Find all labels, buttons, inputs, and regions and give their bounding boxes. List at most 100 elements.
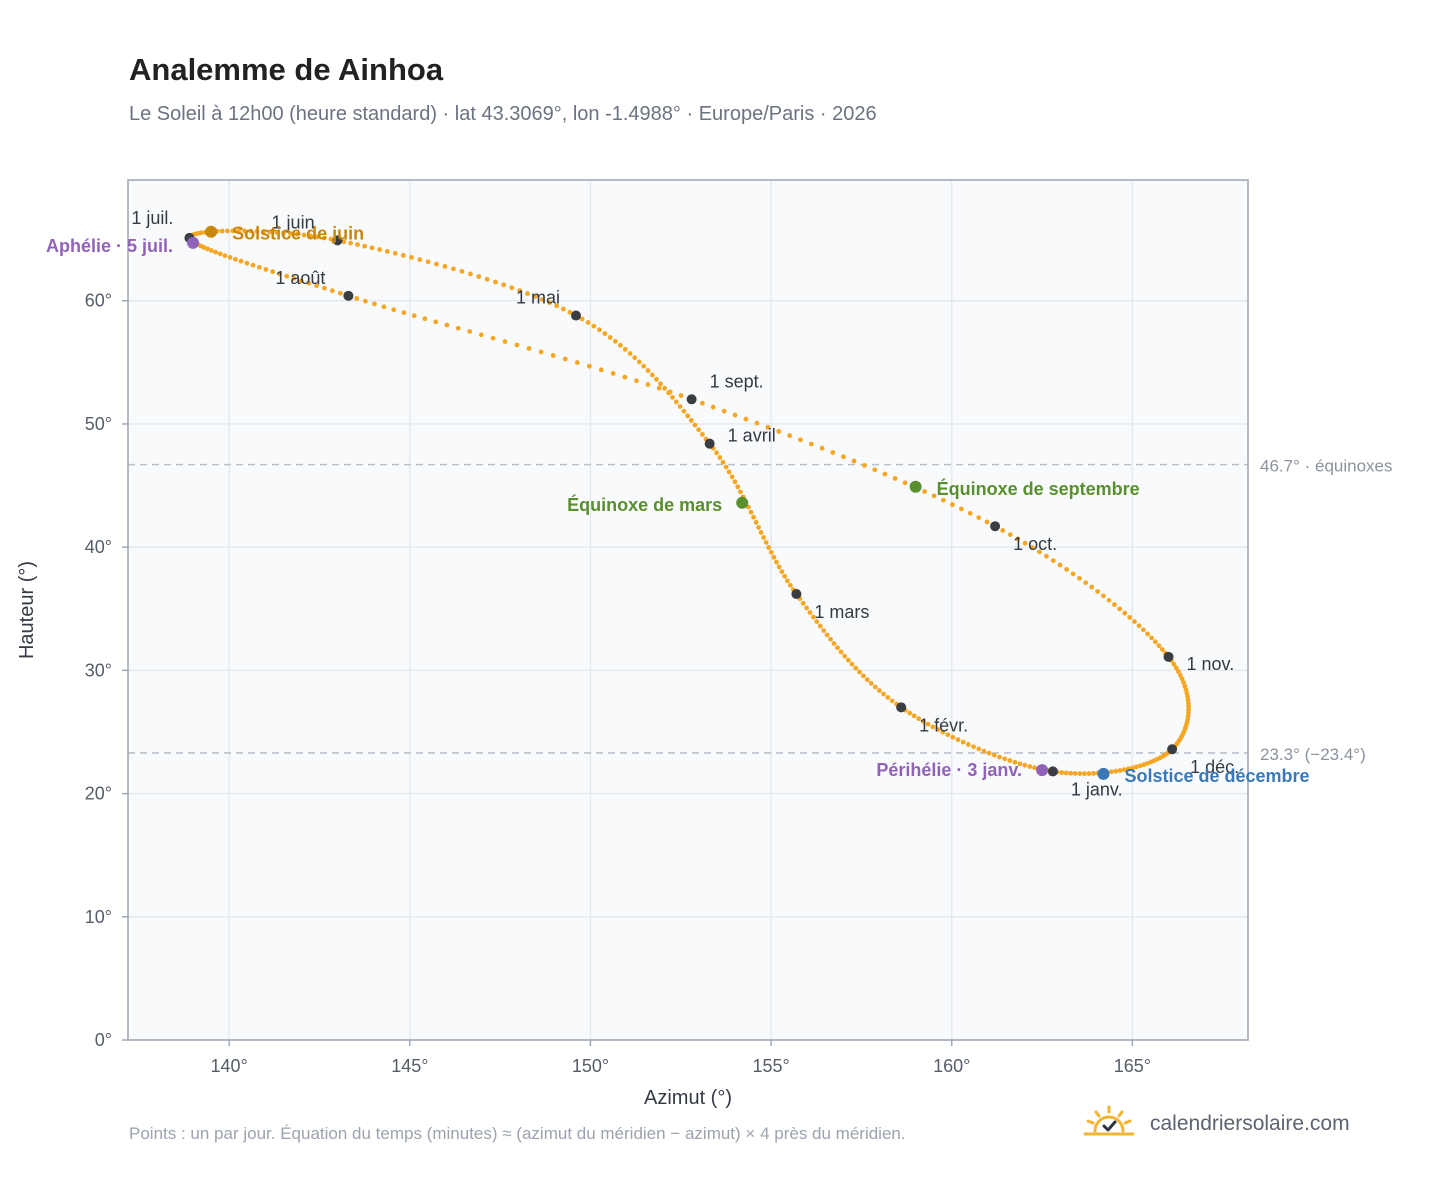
daily-sun-point	[1015, 536, 1021, 542]
daily-sun-point	[238, 258, 244, 264]
daily-sun-point	[417, 257, 423, 262]
daily-sun-point	[1050, 558, 1056, 564]
brand-name: calendriersolaire.com	[1150, 1112, 1350, 1135]
daily-sun-point	[230, 228, 236, 234]
daily-sun-point	[824, 632, 830, 638]
month-label: 1 févr.	[919, 715, 968, 735]
month-label: 1 avril	[728, 426, 776, 446]
daily-sun-point	[1002, 756, 1008, 762]
daily-sun-point	[610, 371, 616, 376]
daily-sun-point	[735, 484, 741, 490]
event-label: Périhélie · 3 janv.	[876, 760, 1022, 780]
daily-sun-point	[1082, 771, 1087, 777]
daily-sun-point	[807, 610, 813, 615]
daily-sun-point	[892, 476, 898, 481]
month-marker	[571, 310, 581, 321]
daily-sun-point	[1063, 770, 1069, 776]
month-label: 1 sept.	[710, 371, 764, 391]
daily-sun-point	[656, 385, 662, 391]
daily-sun-point	[532, 294, 538, 299]
daily-sun-point	[478, 332, 484, 338]
daily-sun-point	[205, 246, 211, 252]
daily-sun-point	[810, 614, 816, 620]
daily-sun-point	[547, 300, 553, 306]
daily-sun-point	[217, 251, 223, 257]
daily-sun-point	[607, 335, 613, 340]
event-label: Solstice de décembre	[1124, 766, 1309, 786]
y-tick-label: 0°	[95, 1030, 112, 1050]
event-label: Équinoxe de mars	[567, 494, 722, 515]
daily-sun-point	[1141, 762, 1147, 768]
event-marker	[1036, 764, 1049, 777]
daily-sun-point	[400, 252, 406, 258]
daily-sun-point	[1022, 762, 1028, 768]
daily-sun-point	[322, 235, 327, 241]
daily-sun-point	[721, 408, 727, 414]
month-label: 1 mars	[814, 602, 869, 622]
daily-sun-point	[700, 400, 705, 406]
sun-logo-icon	[1083, 1105, 1135, 1136]
daily-sun-point	[748, 509, 754, 515]
daily-sun-point	[362, 243, 368, 249]
daily-sun-point	[681, 408, 687, 414]
daily-sun-point	[907, 710, 913, 716]
event-label: Solstice de juin	[232, 224, 364, 244]
daily-sun-point	[828, 636, 833, 642]
daily-sun-point	[560, 306, 566, 312]
daily-sun-point	[1044, 553, 1049, 559]
daily-sun-point	[732, 412, 738, 418]
y-tick-label: 40°	[85, 537, 112, 557]
daily-sun-point	[451, 266, 456, 272]
daily-sun-point	[401, 310, 407, 316]
daily-sun-point	[1057, 562, 1063, 568]
daily-sun-point	[467, 329, 473, 334]
daily-sun-point	[1141, 627, 1146, 633]
daily-sun-point	[872, 467, 878, 473]
reference-lines: 46.7° · équinoxes 23.3° (−23.4°)	[128, 457, 1393, 764]
daily-sun-point	[391, 307, 397, 313]
daily-sun-point	[1112, 602, 1117, 607]
daily-sun-point	[597, 327, 602, 333]
daily-sun-point	[945, 732, 951, 738]
daily-sun-point	[476, 274, 482, 279]
daily-sun-point	[670, 394, 675, 400]
daily-sun-point	[1017, 761, 1023, 767]
daily-sun-point	[636, 359, 642, 365]
daily-sun-point	[1132, 619, 1137, 624]
month-label: 1 juin	[272, 212, 315, 232]
daily-sun-point	[598, 367, 604, 373]
y-axis-ticks: 0° 10° 20° 30° 40° 50° 60°	[85, 291, 128, 1050]
daily-sun-point	[459, 268, 465, 274]
month-marker	[1167, 744, 1178, 755]
daily-sun-point	[925, 721, 931, 727]
x-tick-label: 140°	[211, 1056, 248, 1076]
daily-sun-point	[1095, 589, 1101, 594]
daily-sun-point	[743, 416, 749, 422]
daily-sun-point	[490, 335, 496, 341]
daily-sun-point	[997, 754, 1002, 760]
daily-sun-point	[444, 322, 450, 328]
daily-sun-point	[301, 232, 307, 238]
daily-sun-point	[274, 229, 280, 235]
daily-sun-point	[889, 698, 895, 704]
daily-sun-point	[766, 545, 772, 550]
daily-sun-point	[842, 653, 848, 659]
daily-sun-point	[1134, 764, 1139, 770]
daily-sun-point	[667, 389, 673, 395]
daily-sun-point	[841, 454, 846, 460]
daily-sun-point	[931, 493, 937, 499]
daily-sun-point	[645, 368, 651, 373]
daily-sun-point	[851, 458, 857, 464]
daily-sun-point	[849, 661, 855, 667]
daily-sun-point	[1000, 527, 1006, 533]
daily-sun-point	[612, 338, 618, 344]
daily-sun-point	[634, 378, 639, 384]
brand[interactable]: calendriersolaire.com	[1082, 1102, 1350, 1146]
daily-sun-point	[554, 303, 560, 309]
month-marker	[704, 438, 715, 449]
daily-sun-point	[372, 301, 377, 307]
x-tick-label: 155°	[752, 1056, 789, 1076]
daily-sun-point	[1109, 769, 1114, 775]
daily-sun-point	[965, 742, 971, 747]
daily-sun-point	[270, 269, 276, 275]
